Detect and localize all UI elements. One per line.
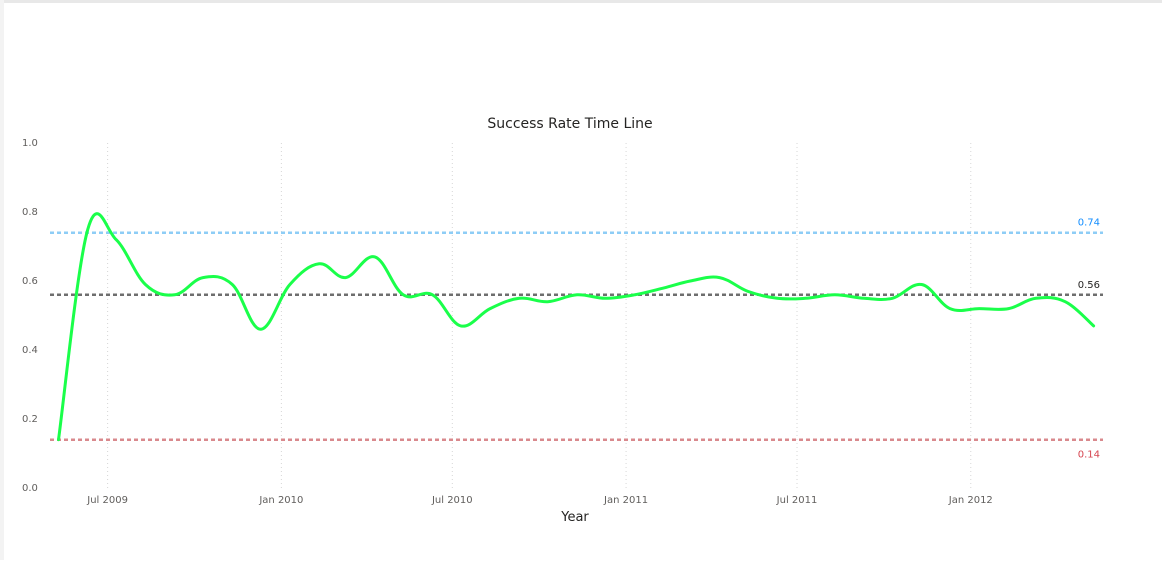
data-point[interactable]	[197, 272, 209, 284]
data-point[interactable]	[313, 258, 325, 270]
data-point[interactable]	[599, 292, 611, 304]
chart-title: Success Rate Time Line	[487, 116, 652, 132]
reference-line-label: 0.74	[1078, 218, 1100, 229]
data-point[interactable]	[397, 289, 409, 301]
data-point[interactable]	[1030, 292, 1042, 304]
data-point[interactable]	[255, 323, 267, 335]
data-point[interactable]	[858, 292, 870, 304]
data-point[interactable]	[658, 282, 670, 294]
data-point[interactable]	[340, 272, 352, 284]
x-axis: Jul 2009 Jan 2010 Jul 2010 Jan 2011 Jul 2011…	[86, 495, 993, 506]
x-tick-label: Jan 2012	[948, 495, 993, 506]
reference-lines: 0.74 0.56 0.14	[50, 218, 1103, 461]
data-point[interactable]	[1088, 320, 1100, 332]
data-point[interactable]	[455, 320, 467, 332]
x-tick-label: Jul 2011	[776, 495, 818, 506]
data-point[interactable]	[629, 289, 641, 301]
y-axis: 0.0 0.2 0.4 0.6 0.8 1.0	[22, 138, 38, 494]
data-point[interactable]	[684, 275, 696, 287]
data-point[interactable]	[944, 303, 956, 315]
report-top-border	[0, 0, 1162, 3]
data-point[interactable]	[82, 223, 94, 235]
y-tick-label: 0.0	[22, 483, 38, 494]
x-tick-label: Jan 2010	[258, 495, 303, 506]
data-point[interactable]	[771, 292, 783, 304]
data-point[interactable]	[571, 289, 583, 301]
data-point[interactable]	[52, 434, 64, 446]
y-tick-label: 1.0	[22, 138, 38, 149]
data-point[interactable]	[1003, 303, 1015, 315]
data-point[interactable]	[542, 296, 554, 308]
report-left-border	[0, 0, 4, 560]
y-tick-label: 0.4	[22, 345, 38, 356]
data-point[interactable]	[1059, 296, 1071, 308]
series-line[interactable]	[57, 212, 1096, 442]
data-point[interactable]	[916, 278, 928, 290]
data-point[interactable]	[886, 292, 898, 304]
data-point[interactable]	[513, 292, 525, 304]
data-point[interactable]	[169, 289, 181, 301]
data-point[interactable]	[139, 278, 151, 290]
data-point[interactable]	[284, 278, 296, 290]
data-point[interactable]	[973, 303, 985, 315]
gridlines	[107, 143, 972, 488]
data-point[interactable]	[484, 303, 496, 315]
x-axis-title: Year	[560, 510, 589, 525]
reference-line-label: 0.56	[1078, 280, 1100, 291]
y-tick-label: 0.8	[22, 207, 38, 218]
series-layer[interactable]	[52, 212, 1100, 446]
data-point[interactable]	[714, 272, 726, 284]
data-point[interactable]	[110, 234, 122, 246]
data-point[interactable]	[369, 251, 381, 263]
data-point[interactable]	[800, 292, 812, 304]
y-tick-label: 0.2	[22, 414, 38, 425]
data-point[interactable]	[742, 285, 754, 297]
data-point[interactable]	[426, 289, 438, 301]
x-tick-label: Jan 2011	[603, 495, 648, 506]
data-point[interactable]	[829, 289, 841, 301]
x-tick-label: Jul 2010	[431, 495, 473, 506]
y-tick-label: 0.6	[22, 276, 38, 287]
data-point[interactable]	[226, 278, 238, 290]
reference-line-label: 0.14	[1078, 450, 1100, 461]
x-tick-label: Jul 2009	[86, 495, 128, 506]
